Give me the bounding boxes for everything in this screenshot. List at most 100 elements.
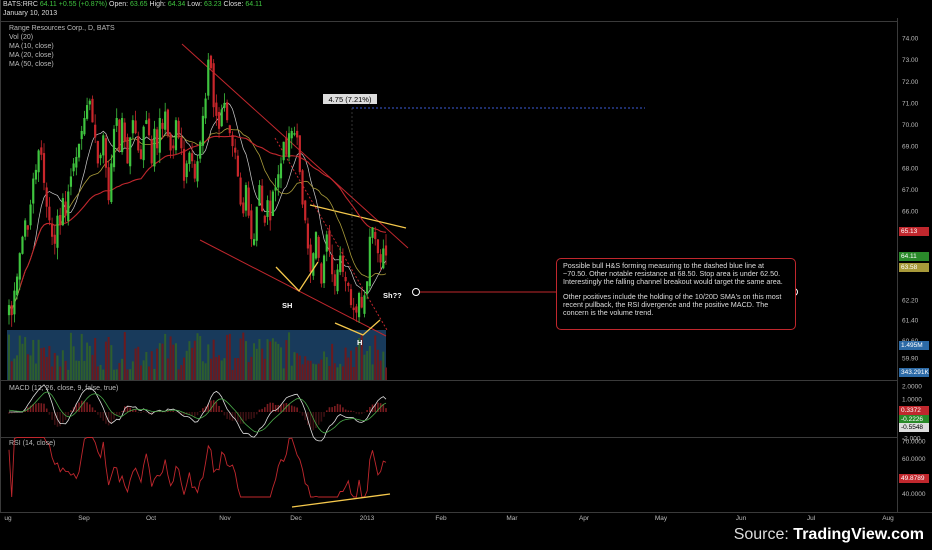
low-value: 63.23 [204,1,222,8]
macd-histogram-bar [293,406,296,412]
volume-bar [290,365,293,380]
volume-bar [8,334,10,380]
candle-body [217,111,221,129]
candle-body [223,102,226,108]
time-tick-label: Aug [882,515,894,522]
candle-body [99,154,102,159]
candle-body [285,137,288,155]
candle-body [282,141,285,161]
candle-body [333,274,336,286]
volume-bar [274,341,277,380]
candle-body [34,169,38,180]
candle-body [29,204,32,226]
candle-body [331,254,334,275]
study-ma50[interactable]: MA (50, close) [9,61,54,68]
study-volume[interactable]: Vol (20) [9,34,34,41]
label-sh_right: Sh?? [383,291,402,300]
macd-histogram-bar [280,404,282,412]
price-tick-label: 59.90 [902,356,919,363]
study-ma10[interactable]: MA (10, close) [9,43,54,50]
candle-body [88,100,91,105]
close-label: Close: [223,1,244,8]
macd-histogram-bar [161,412,164,413]
volume-bar [121,358,124,380]
volume-bar [336,367,339,380]
volume-bar [164,333,167,380]
chart-frame [0,0,932,513]
candle-body [56,215,59,248]
macd-histogram-bar [194,412,196,417]
candle-body [182,148,186,181]
candle-body [368,236,371,287]
macd-histogram-bar [274,404,277,412]
candle-body [263,215,266,223]
candle-body [250,210,253,240]
macd-histogram-bar [102,412,105,421]
price-tick-label: 70.00 [902,122,919,129]
macd-histogram-bar [347,410,350,412]
rsi-label[interactable]: RSI (14, close) [9,440,56,447]
dashed-channel [274,137,388,331]
macd-histogram-bar [113,412,115,420]
volume-bar [148,366,151,380]
volume-bar [126,369,129,380]
volume-bar [368,345,371,380]
macd-histogram-bar [169,411,172,412]
volume-bar [21,343,24,380]
candle-body [75,156,78,168]
candle-body [48,206,51,221]
moving-average-20 [8,128,387,312]
volume-bar [16,355,19,380]
volume-bar [325,357,328,380]
volume-bar [288,332,291,380]
candle-body [18,253,21,280]
source-prefix: Source: [733,526,794,543]
tag-ma20: 63.58 [899,263,929,272]
macd-histogram-bar [363,412,366,413]
candle-body [252,239,256,245]
macd-histogram-bar [299,411,301,413]
volume-bar [320,359,323,380]
macd-tick-label: 2.0000 [902,384,922,391]
volume-bar [69,332,72,380]
candle-body [193,163,196,179]
macd-label[interactable]: MACD (12, 26, close, 9, false, true) [9,385,119,392]
candle-body [293,133,296,135]
study-ma20[interactable]: MA (20, close) [9,52,54,59]
volume-bar [37,339,40,380]
note-paragraph-1: Possible bull H&S forming measuring to t… [563,261,783,287]
volume-bar [86,342,89,380]
candle-body [142,126,145,161]
volume-bar [247,362,250,380]
macd-histogram-bar [29,405,32,412]
macd-histogram-bar [242,412,245,424]
rsi-tick-label: 70.0000 [902,439,926,446]
volume-bar [279,347,282,380]
macd-histogram-bar [358,412,360,415]
candle-body [7,305,11,316]
volume-bar [40,348,43,380]
macd-histogram-bar [16,412,18,413]
volume-bar [317,363,320,380]
price-tick-label: 69.00 [902,144,919,151]
label-head: H [357,338,362,347]
candle-body [371,227,374,238]
candle-body [357,292,361,318]
tag-rsi: 49.8789 [899,474,929,483]
rsi-line [8,437,387,498]
annotation-note[interactable]: Possible bull H&S forming measuring to t… [556,258,796,330]
volume-bar [207,344,210,380]
candle-body [215,102,218,116]
time-tick-label: Jul [807,515,816,522]
chart-title[interactable]: Range Resources Corp., D, BATS [9,25,115,32]
candle-body [325,234,328,252]
candle-body [199,141,202,159]
candle-body [352,307,355,311]
source-brand: TradingView.com [793,526,924,543]
macd-histogram-bar [97,412,99,415]
change: +0.55 (+0.87%) [58,1,108,8]
macd-histogram-bar [172,411,175,412]
candle-body [126,137,129,164]
